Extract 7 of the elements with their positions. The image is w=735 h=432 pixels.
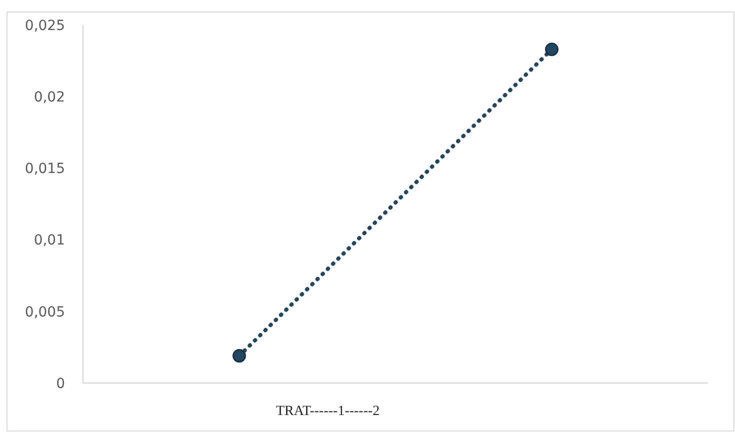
- y-tick-label: 0: [56, 376, 65, 392]
- y-tick-label: 0,01: [34, 232, 65, 249]
- y-tick-label: 0,02: [34, 90, 65, 106]
- y-tick-label: 0,025: [24, 18, 65, 34]
- y-tick-label: 0,015: [24, 161, 65, 178]
- x-axis-title: TRAT------1------2: [276, 404, 380, 419]
- y-tick-label: 0,005: [24, 304, 65, 320]
